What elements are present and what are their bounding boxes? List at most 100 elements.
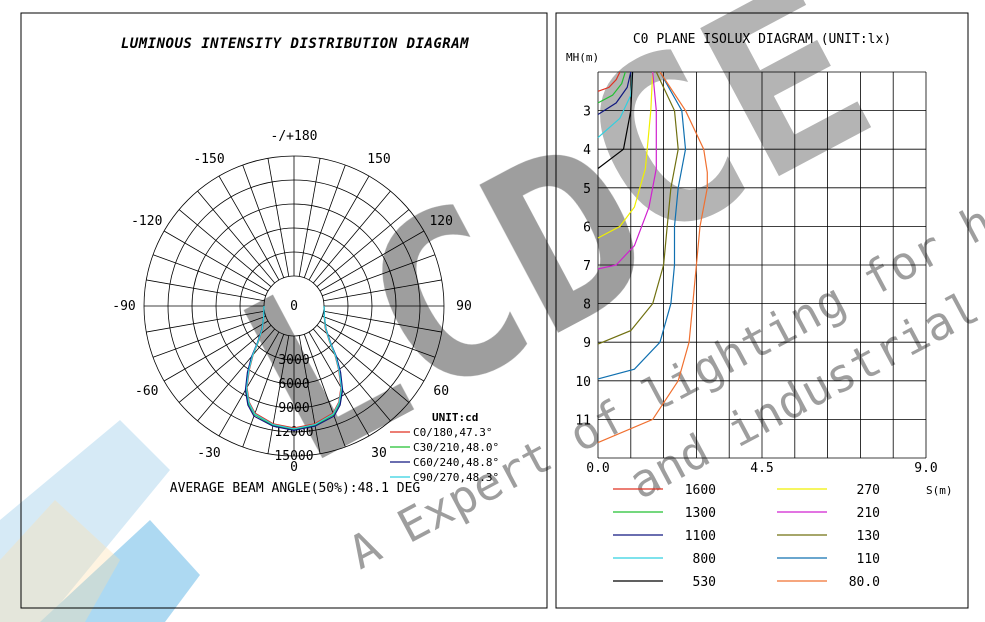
polar-spoke — [312, 328, 391, 422]
polar-unit-label: UNIT:cd — [432, 411, 478, 424]
isolux-contour — [597, 71, 632, 116]
polar-radial-label: 6000 — [278, 377, 309, 392]
isolux-contour — [597, 71, 634, 169]
polar-angle-label: -120 — [131, 214, 162, 229]
isolux-y-tick: 9 — [583, 336, 591, 351]
isolux-title: C0 PLANE ISOLUX DIAGRAM (UNIT:lx) — [633, 32, 891, 47]
polar-legend-label: C30/210,48.0° — [413, 441, 499, 454]
isolux-legend-label: 1300 — [685, 506, 716, 521]
watermark-stripe-lightblue — [40, 520, 200, 622]
polar-spoke — [146, 279, 265, 302]
polar-spoke — [298, 158, 321, 277]
polar-title: LUMINOUS INTENSITY DISTRIBUTION DIAGRAM — [121, 36, 469, 52]
watermark-stripe-orange — [0, 500, 120, 622]
isolux-y-tick: 7 — [583, 259, 591, 274]
polar-spoke — [308, 331, 370, 437]
isolux-legend-label: 1100 — [685, 529, 716, 544]
polar-spoke — [308, 175, 370, 281]
polar-spoke — [319, 320, 425, 382]
polar-spoke — [319, 230, 425, 292]
polar-legend-label: C90/270,48.3° — [413, 471, 499, 484]
isolux-panel-frame — [555, 12, 969, 609]
polar-spoke — [218, 175, 280, 281]
polar-spoke — [303, 334, 346, 448]
polar-spoke — [197, 190, 276, 284]
isolux-chart: 3 4 5 6 7 8 9 10 11 0.0 4.5 9.0 — [575, 71, 938, 476]
isolux-legend-label: 800 — [693, 552, 716, 567]
isolux-x-tick: 0.0 — [586, 461, 609, 476]
polar-panel-frame — [20, 12, 548, 609]
isolux-y-axis-title: MH(m) — [566, 51, 599, 64]
polar-spoke — [197, 328, 276, 422]
polar-angle-label: -30 — [197, 446, 220, 461]
polar-spoke — [322, 254, 436, 297]
polar-radial-label: 15000 — [274, 449, 313, 464]
isolux-y-tick: 8 — [583, 298, 591, 313]
polar-spoke — [178, 324, 272, 403]
polar-spoke — [298, 335, 321, 454]
polar-radial-label: 3000 — [278, 353, 309, 368]
isolux-legend: 1600 1300 1100 800 530 270 210 130 110 80.0 — [613, 483, 880, 590]
polar-spoke — [163, 320, 269, 382]
polar-radial-label: 0 — [290, 299, 298, 314]
polar-spoke — [152, 315, 266, 358]
polar-spoke — [267, 335, 290, 454]
polar-spoke — [312, 190, 391, 284]
isolux-contour — [597, 71, 626, 104]
polar-legend-label: C60/240,48.8° — [413, 456, 499, 469]
polar-spoke — [323, 279, 442, 302]
polar-spoke — [316, 209, 410, 288]
isolux-legend-label: 1600 — [685, 483, 716, 498]
isolux-contour — [597, 71, 687, 380]
beam-angle-text: AVERAGE BEAM ANGLE(50%):48.1 DEG — [170, 481, 421, 496]
isolux-y-tick: 4 — [583, 143, 591, 158]
polar-spoke — [303, 164, 346, 278]
isolux-y-tick: 6 — [583, 220, 591, 235]
polar-angle-label: -/+180 — [271, 129, 318, 144]
polar-radial-label: 9000 — [278, 401, 309, 416]
isolux-legend-label: 80.0 — [849, 575, 880, 590]
isolux-legend-label: 270 — [857, 483, 880, 498]
isolux-legend-label: 210 — [857, 506, 880, 521]
isolux-x-axis-title: S(m) — [926, 484, 953, 497]
polar-spoke — [178, 209, 272, 288]
polar-spoke — [323, 310, 442, 333]
isolux-y-tick: 5 — [583, 182, 591, 197]
isolux-legend-label: 110 — [857, 552, 880, 567]
polar-angle-label: -150 — [193, 152, 224, 167]
isolux-y-tick: 11 — [575, 413, 591, 428]
polar-angle-label: 60 — [433, 384, 449, 399]
polar-spoke — [322, 315, 436, 358]
polar-spoke — [152, 254, 266, 297]
polar-angle-label: 30 — [371, 446, 387, 461]
polar-legend-label: C0/180,47.3° — [413, 426, 492, 439]
isolux-y-tick: 10 — [575, 375, 591, 390]
polar-angle-label: 120 — [429, 214, 452, 229]
isolux-contour — [597, 71, 708, 444]
isolux-contour — [597, 71, 621, 92]
isolux-contour — [597, 71, 657, 270]
polar-chart: -/+180 150 120 90 60 30 0 -30 -60 -90 -120 -150 0 300… — [112, 129, 499, 484]
polar-angle-label: 0 — [290, 460, 298, 475]
isolux-y-tick: 3 — [583, 105, 591, 120]
polar-angle-label: -90 — [112, 299, 135, 314]
polar-series-line — [245, 305, 343, 430]
isolux-contour — [597, 71, 654, 239]
isolux-x-tick: 4.5 — [750, 461, 773, 476]
polar-spoke — [316, 324, 410, 403]
polar-spoke — [267, 158, 290, 277]
polar-angle-label: 150 — [367, 152, 390, 167]
polar-spoke — [242, 334, 285, 448]
polar-spoke — [146, 310, 265, 333]
polar-spoke — [218, 331, 280, 437]
isolux-x-tick: 9.0 — [914, 461, 937, 476]
polar-angle-label: -60 — [135, 384, 158, 399]
isolux-legend-label: 130 — [857, 529, 880, 544]
polar-angle-label: 90 — [456, 299, 472, 314]
polar-spoke — [242, 164, 285, 278]
watermark-stripe-blue — [0, 420, 170, 622]
isolux-legend-label: 530 — [693, 575, 716, 590]
polar-spoke — [163, 230, 269, 292]
